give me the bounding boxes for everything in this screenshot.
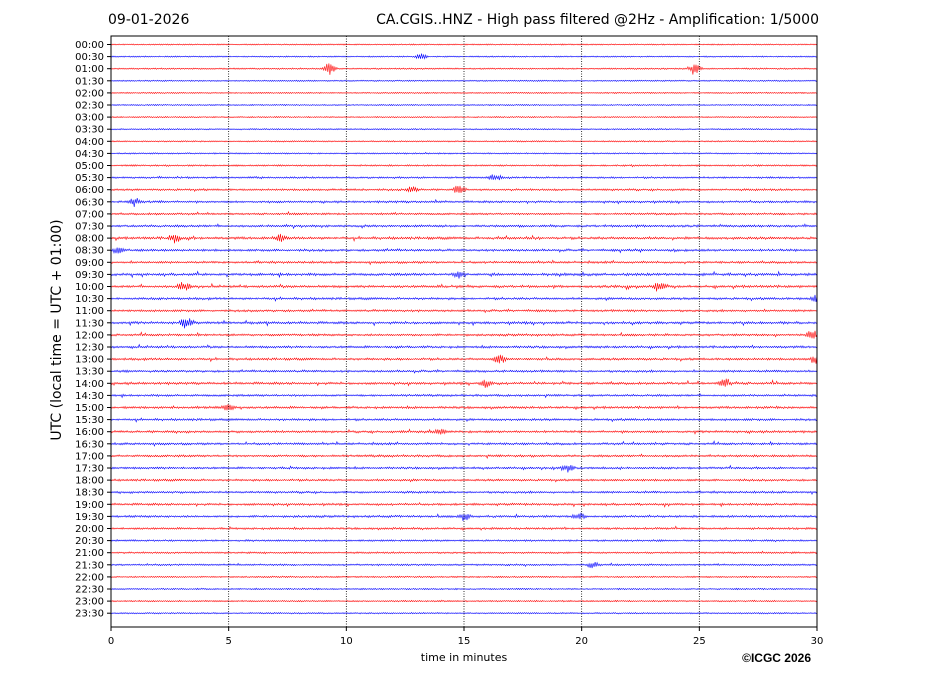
y-tick-label: 07:30	[75, 222, 104, 233]
trace-2330	[110, 612, 818, 615]
x-tick-label: 10	[340, 636, 353, 647]
y-tick-label: 09:00	[75, 258, 104, 269]
chart-title: CA.CGIS..HNZ - High pass filtered @2Hz -…	[376, 12, 819, 28]
trace-1430	[110, 392, 818, 399]
y-tick-label: 08:00	[75, 234, 104, 245]
y-tick-label: 14:00	[75, 379, 104, 390]
y-tick-label: 20:30	[75, 536, 104, 547]
y-tick-label: 03:00	[75, 113, 104, 124]
copyright: ©ICGC 2026	[742, 651, 811, 665]
y-tick-label: 08:30	[75, 246, 104, 257]
y-tick-label: 23:00	[75, 597, 104, 608]
x-tick-label: 15	[458, 636, 471, 647]
trace-2130	[110, 561, 818, 569]
y-tick-label: 11:00	[75, 306, 104, 317]
y-tick-label: 13:00	[75, 355, 104, 366]
y-axis-label: UTC (local time = UTC + 01:00)	[49, 219, 65, 441]
y-tick-label: 12:00	[75, 330, 104, 341]
y-tick-label: 22:00	[75, 572, 104, 583]
x-ticks-group: 0 5 10 15 20 25 30	[108, 627, 824, 647]
y-tick-label: 16:30	[75, 439, 104, 450]
y-tick-label: 05:00	[75, 161, 104, 172]
y-tick-label: 02:00	[75, 88, 104, 99]
trace-0200	[110, 91, 818, 94]
y-tick-label: 02:30	[75, 101, 104, 112]
y-tick-label: 01:30	[75, 76, 104, 87]
y-tick-label: 12:30	[75, 343, 104, 354]
y-tick-label: 15:00	[75, 403, 104, 414]
y-tick-label: 16:00	[75, 427, 104, 438]
trace-2100	[110, 550, 818, 555]
y-tick-label: 23:30	[75, 609, 104, 620]
trace-2030	[110, 539, 818, 543]
y-tick-label: 19:30	[75, 512, 104, 523]
y-tick-label: 10:00	[75, 282, 104, 293]
trace-0800	[110, 233, 818, 244]
y-tick-label: 10:30	[75, 294, 104, 305]
x-tick-label: 0	[108, 636, 114, 647]
y-tick-label: 00:00	[75, 40, 104, 51]
trace-1900	[110, 502, 818, 508]
trace-0230	[110, 103, 818, 107]
y-tick-label: 18:00	[75, 476, 104, 487]
y-tick-label: 04:00	[75, 137, 104, 148]
y-tick-label: 04:30	[75, 149, 104, 160]
x-axis-label: time in minutes	[420, 651, 508, 664]
trace-1730	[110, 464, 818, 473]
y-tick-label: 19:00	[75, 500, 104, 511]
y-tick-label: 06:00	[75, 185, 104, 196]
y-tick-label: 07:00	[75, 209, 104, 220]
y-tick-label: 14:30	[75, 391, 104, 402]
y-tick-label: 00:30	[75, 52, 104, 63]
y-tick-label: 11:30	[75, 318, 104, 329]
y-tick-label: 06:30	[75, 197, 104, 208]
y-tick-label: 21:30	[75, 560, 104, 571]
y-tick-label: 18:30	[75, 488, 104, 499]
gridlines-group	[228, 36, 700, 627]
y-tick-label: 17:30	[75, 464, 104, 475]
y-tick-label: 20:00	[75, 524, 104, 535]
y-tick-label: 22:30	[75, 585, 104, 596]
x-tick-label: 30	[811, 636, 824, 647]
x-tick-label: 20	[575, 636, 588, 647]
trace-0930	[110, 270, 818, 279]
y-tick-label: 21:00	[75, 548, 104, 559]
y-tick-label: 05:30	[75, 173, 104, 184]
chart-date: 09-01-2026	[108, 12, 190, 28]
x-tick-label: 25	[693, 636, 706, 647]
y-tick-label: 15:30	[75, 415, 104, 426]
y-tick-label: 09:30	[75, 270, 104, 281]
x-tick-label: 5	[225, 636, 231, 647]
trace-0530	[110, 174, 818, 181]
y-tick-label: 13:30	[75, 367, 104, 378]
y-tick-label: 01:00	[75, 64, 104, 75]
trace-0130	[110, 79, 818, 82]
y-tick-label: 03:30	[75, 125, 104, 136]
trace-0830	[110, 247, 818, 254]
trace-1030	[110, 294, 818, 302]
y-tick-label: 17:00	[75, 451, 104, 462]
trace-0500	[110, 164, 818, 168]
